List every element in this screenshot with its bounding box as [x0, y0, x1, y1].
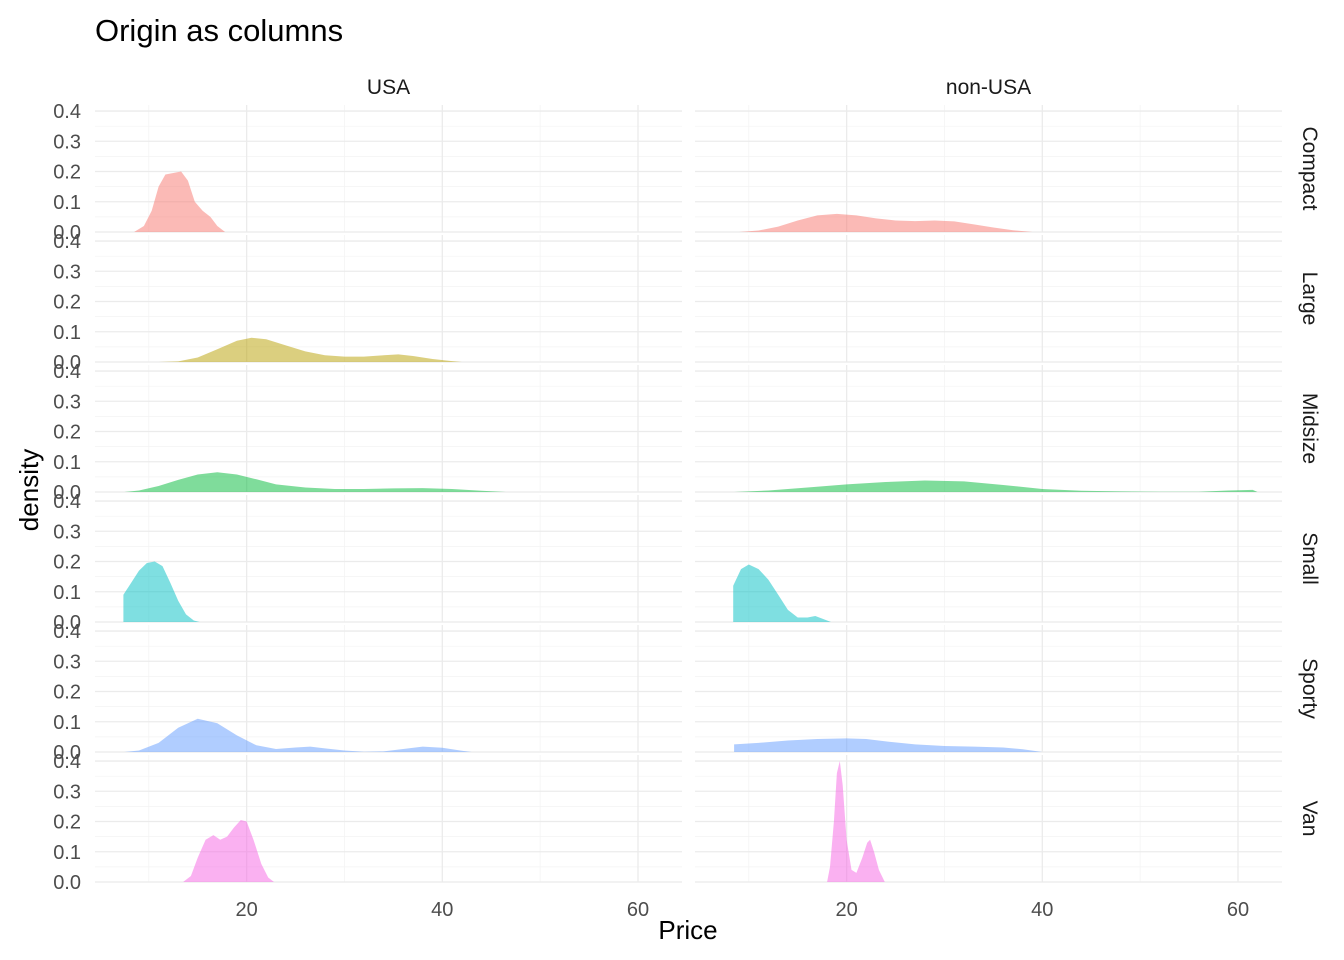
panel-small-usa: 0.0 0.1 0.2 0.3 0.4: [53, 491, 682, 634]
y-tick-label: 0.4: [53, 751, 81, 773]
density-area-van-non-usa: [827, 761, 885, 882]
density-area-van-usa: [183, 820, 274, 882]
density-area-small-non-usa: [733, 564, 831, 622]
row-strip-small: Small: [1298, 532, 1321, 585]
panel-large-non-usa: [695, 235, 1282, 363]
y-tick-label: 0.4: [53, 491, 81, 513]
panel-midsize-usa: 0.0 0.1 0.2 0.3 0.4: [53, 361, 682, 504]
panel-sporty-usa: 0.0 0.1 0.2 0.3 0.4: [53, 621, 682, 764]
panel-large-usa: 0.0 0.1 0.2 0.3 0.4: [53, 231, 682, 374]
y-tick-label: 0.2: [53, 552, 81, 574]
row-strip-sporty: Sporty: [1298, 658, 1321, 719]
y-tick-label: 0.0: [53, 872, 81, 894]
y-tick-label: 0.2: [53, 812, 81, 834]
y-tick-label: 0.1: [53, 192, 81, 214]
density-area-compact-usa: [134, 171, 226, 232]
y-axis-title: density: [14, 449, 44, 531]
y-tick-label: 0.3: [53, 131, 81, 153]
column-strip-non-usa: non-USA: [946, 76, 1031, 99]
row-strip-large: Large: [1298, 272, 1321, 326]
y-tick-label: 0.4: [53, 361, 81, 383]
chart-title: Origin as columns: [95, 13, 343, 48]
y-tick-label: 0.4: [53, 231, 81, 253]
panel-van-non-usa: [695, 755, 1282, 883]
y-tick-label: 0.1: [53, 322, 81, 344]
y-tick-label: 0.0: [53, 742, 81, 764]
y-tick-label: 0.2: [53, 162, 81, 184]
y-tick-label: 0.1: [53, 452, 81, 474]
density-area-midsize-non-usa: [734, 480, 1258, 492]
x-tick-label: 60: [1227, 899, 1249, 921]
density-area-sporty-non-usa: [734, 738, 1043, 752]
density-area-compact-non-usa: [739, 213, 1033, 232]
x-tick-label: 20: [836, 899, 858, 921]
panel-van-usa: 0.0 0.1 0.2 0.3 0.4: [53, 751, 682, 894]
density-area-sporty-usa: [124, 718, 472, 752]
y-tick-label: 0.0: [53, 222, 81, 244]
panel-grid: USA non-USA0.00.10.20.30.4Compact0.00.10.…: [53, 76, 1321, 921]
density-area-large-usa: [158, 337, 462, 362]
y-tick-label: 0.4: [53, 101, 81, 123]
row-strip-midsize: Midsize: [1298, 393, 1321, 464]
y-tick-label: 0.1: [53, 582, 81, 604]
y-tick-label: 0.0: [53, 612, 81, 634]
x-axis-title: Price: [658, 915, 717, 945]
y-tick-label: 0.0: [53, 352, 81, 374]
y-tick-label: 0.2: [53, 422, 81, 444]
y-tick-label: 0.3: [53, 261, 81, 283]
y-tick-label: 0.3: [53, 781, 81, 803]
panel-midsize-non-usa: [695, 365, 1282, 493]
y-tick-label: 0.3: [53, 651, 81, 673]
y-tick-label: 0.3: [53, 391, 81, 413]
column-strip-usa: USA: [367, 76, 410, 99]
row-strip-compact: Compact: [1298, 126, 1321, 210]
panel-sporty-non-usa: [695, 625, 1282, 753]
y-tick-label: 0.1: [53, 712, 81, 734]
y-tick-label: 0.2: [53, 292, 81, 314]
density-area-midsize-usa: [124, 472, 506, 492]
density-area-small-usa: [123, 561, 200, 622]
x-tick-label: 40: [431, 899, 453, 921]
y-tick-label: 0.4: [53, 621, 81, 643]
y-tick-label: 0.2: [53, 682, 81, 704]
panel-compact-non-usa: [695, 105, 1282, 233]
y-tick-label: 0.1: [53, 842, 81, 864]
x-tick-label: 20: [236, 899, 258, 921]
y-tick-label: 0.0: [53, 482, 81, 504]
y-tick-label: 0.3: [53, 521, 81, 543]
x-tick-label: 40: [1031, 899, 1053, 921]
panel-small-non-usa: [695, 495, 1282, 623]
panel-compact-usa: 0.0 0.1 0.2 0.3 0.4: [53, 101, 682, 244]
x-tick-label: 60: [627, 899, 649, 921]
row-strip-van: Van: [1298, 801, 1321, 837]
